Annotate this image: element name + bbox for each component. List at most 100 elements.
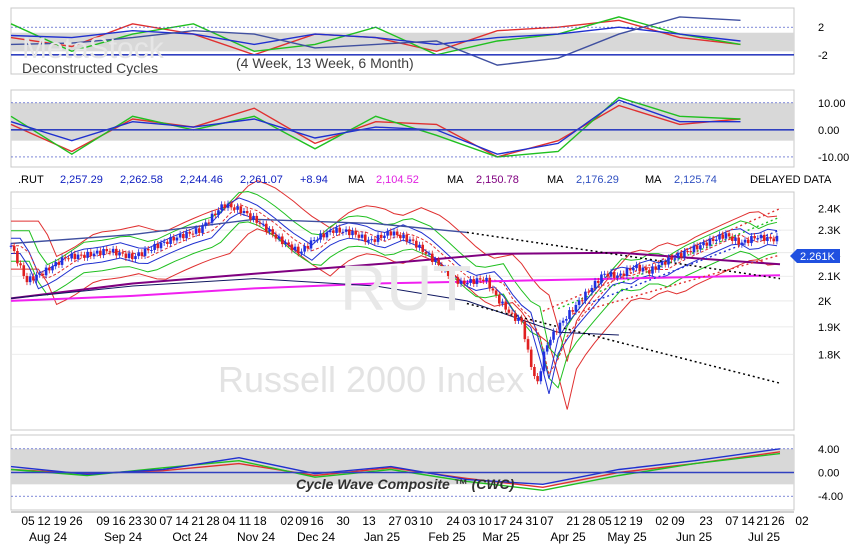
candle-body bbox=[450, 275, 453, 277]
day-tick-label: 07 bbox=[725, 514, 739, 528]
cwc-ytick-label: 0.00 bbox=[818, 468, 839, 480]
candle-body bbox=[485, 277, 488, 282]
candle-body bbox=[105, 248, 109, 252]
candle-body bbox=[552, 331, 555, 340]
ma-navy-lower-line bbox=[10, 278, 619, 336]
candle-body bbox=[67, 258, 70, 260]
second-osc-green-line bbox=[10, 96, 741, 158]
candle-body bbox=[456, 277, 460, 284]
candle-body bbox=[411, 239, 415, 241]
candle-body bbox=[127, 253, 131, 258]
candle-body bbox=[612, 271, 616, 278]
candle-body bbox=[188, 231, 192, 234]
candle-body bbox=[351, 230, 354, 236]
candle-body bbox=[261, 223, 265, 225]
lower-green-band bbox=[11, 221, 778, 389]
candle-body bbox=[146, 248, 150, 251]
candle-body bbox=[207, 222, 211, 224]
top-oscillator-panel: 2 -2 bbox=[10, 7, 828, 75]
cwc-ytick-label: -4.00 bbox=[818, 491, 843, 503]
day-tick-label: 09 bbox=[295, 514, 309, 528]
legend-ma4-value: 2,125.74 bbox=[674, 174, 717, 186]
day-tick-label: 05 bbox=[598, 514, 612, 528]
legend-close: 2,261.07 bbox=[240, 174, 283, 186]
candle-body bbox=[19, 263, 22, 266]
candle-body bbox=[328, 230, 332, 233]
candle-body bbox=[692, 245, 696, 253]
candle-body bbox=[663, 261, 667, 265]
candle-body bbox=[616, 275, 619, 278]
day-tick-label: 14 bbox=[741, 514, 755, 528]
legend-ma1-prefix: MA bbox=[348, 174, 365, 186]
candle-body bbox=[584, 291, 587, 301]
day-tick-label: 19 bbox=[53, 514, 67, 528]
candle-body bbox=[102, 248, 105, 256]
candle-body bbox=[191, 233, 195, 235]
day-tick-label: 03 bbox=[404, 514, 418, 528]
trend-red-dotted-1 bbox=[542, 207, 781, 312]
candle-body bbox=[574, 304, 578, 312]
candle-body bbox=[175, 237, 179, 241]
price-ytick-label: 1.8K bbox=[818, 349, 841, 361]
candle-body bbox=[730, 236, 734, 241]
day-tick-label: 23 bbox=[128, 514, 142, 528]
candle-body bbox=[446, 267, 450, 276]
candle-body bbox=[312, 239, 316, 241]
month-label: May 25 bbox=[607, 530, 647, 544]
day-tick-label: 21 bbox=[191, 514, 205, 528]
candle-body bbox=[421, 244, 425, 252]
price-ytick-label: 2.1K bbox=[818, 271, 841, 283]
month-label: Mar 25 bbox=[482, 530, 520, 544]
candle-body bbox=[130, 253, 134, 260]
candle-body bbox=[194, 228, 198, 234]
candle-body bbox=[118, 252, 121, 256]
candle-body bbox=[769, 236, 772, 239]
candle-body bbox=[370, 239, 373, 241]
candle-body bbox=[79, 254, 83, 256]
month-label: Oct 24 bbox=[172, 530, 208, 544]
top-osc-ytick-label: 2 bbox=[818, 22, 824, 34]
candle-body bbox=[587, 291, 590, 293]
candle-body bbox=[580, 300, 584, 302]
candle-body bbox=[628, 268, 632, 271]
candle-body bbox=[182, 233, 185, 239]
candle-body bbox=[737, 237, 740, 245]
candle-body bbox=[178, 233, 182, 238]
candle-body bbox=[22, 265, 26, 276]
candle-body bbox=[427, 253, 431, 255]
candle-body bbox=[533, 366, 536, 377]
candle-body bbox=[73, 253, 77, 260]
candle-body bbox=[718, 234, 721, 240]
candle-body bbox=[220, 204, 223, 211]
candle-body bbox=[159, 242, 163, 249]
watermark-symbol: RUT bbox=[340, 252, 472, 324]
second-osc-blue-line bbox=[10, 99, 741, 155]
legend-ma2-prefix: MA bbox=[447, 174, 464, 186]
candle-body bbox=[306, 245, 310, 249]
candle-body bbox=[344, 229, 348, 232]
candle-body bbox=[392, 231, 396, 236]
candle-body bbox=[727, 233, 731, 237]
candle-body bbox=[210, 213, 214, 223]
candle-body bbox=[47, 267, 51, 271]
candle-body bbox=[638, 264, 642, 272]
candle-body bbox=[156, 243, 160, 249]
candle-body bbox=[660, 261, 664, 265]
candle-body bbox=[762, 234, 766, 241]
month-label: Sep 24 bbox=[104, 530, 142, 544]
candle-body bbox=[134, 256, 137, 260]
candle-body bbox=[667, 257, 670, 265]
candle-body bbox=[367, 239, 370, 242]
candle-body bbox=[309, 240, 313, 249]
month-label: Jun 25 bbox=[676, 530, 712, 544]
candle-body bbox=[277, 236, 281, 239]
candle-body bbox=[440, 264, 444, 270]
candle-body bbox=[255, 215, 259, 223]
candle-body bbox=[108, 251, 112, 253]
last-price-badge: 2.261K bbox=[790, 249, 840, 263]
candle-body bbox=[293, 246, 297, 251]
candle-body bbox=[172, 237, 176, 241]
candle-body bbox=[711, 238, 715, 242]
legend-low: 2,244.46 bbox=[180, 174, 223, 186]
